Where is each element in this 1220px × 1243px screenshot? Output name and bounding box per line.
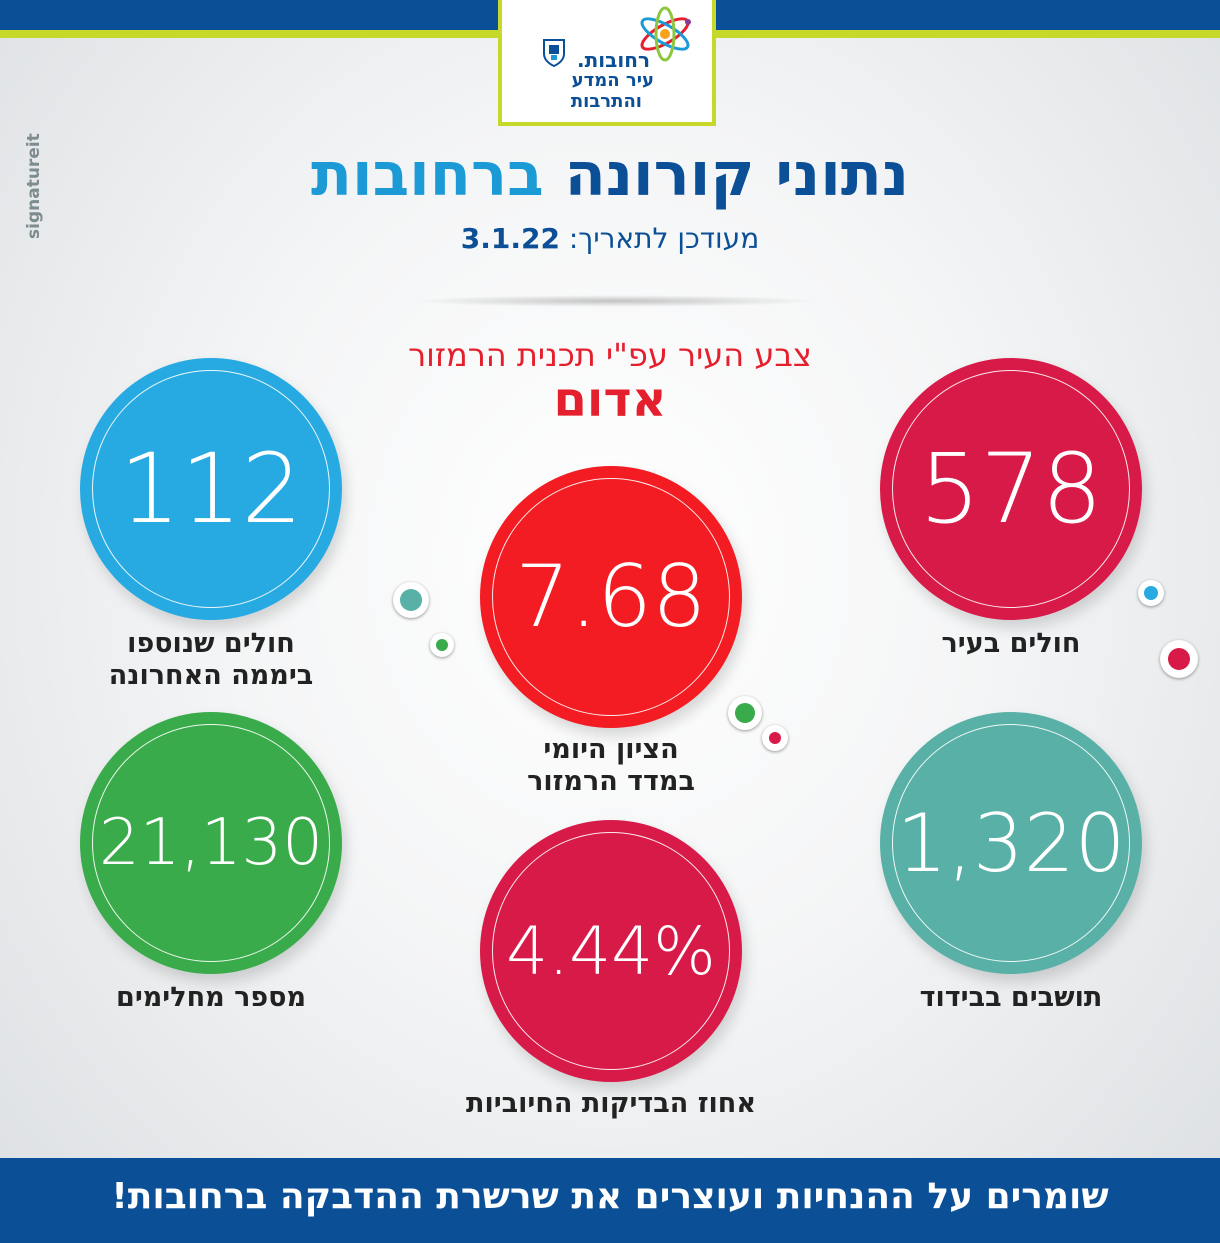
stat-positive-rate-circle: 4.44% [480, 820, 742, 1082]
city-color-label: צבע העיר עפ"י תכנית הרמזור [408, 336, 812, 374]
stat-sick-in-city-label: חולים בעיר [880, 628, 1142, 660]
footer-bar [0, 1158, 1220, 1243]
decor-dot [393, 582, 429, 618]
page-title: נתוני קורונה ברחובות [0, 130, 1220, 220]
stat-positive-rate-label: אחוז הבדיקות החיוביות [420, 1088, 802, 1120]
city-color-value: אדום [553, 372, 667, 428]
decor-dot [1160, 640, 1198, 678]
footer-slogan: שומרים על ההנחיות ועוצרים את שרשרת ההדבק… [111, 1176, 1109, 1217]
title-part-2: ברחובות [310, 140, 544, 210]
logo-tagline-2: והתרבות [570, 91, 642, 112]
stat-isolated-label-1: תושבים בבידוד [919, 982, 1103, 1013]
stat-recovered-value: 21,130 [99, 806, 323, 880]
stat-recovered-circle: 21,130 [80, 712, 342, 974]
decor-dot [1138, 580, 1164, 606]
stat-ring [92, 370, 330, 608]
decor-dot [430, 633, 454, 657]
stat-sick-in-city-circle: 578 [880, 358, 1142, 620]
stat-ring [892, 724, 1130, 962]
city-crest-icon [543, 39, 565, 68]
updated-date: 3.1.22 [460, 222, 560, 255]
stat-traffic-light-value: 7.68 [515, 547, 707, 647]
stat-sick-in-city-label-1: חולים בעיר [941, 628, 1081, 659]
city-logo: רחובות. עיר המדע והתרבות [498, 0, 716, 126]
stat-isolated-label: תושבים בבידוד [870, 982, 1152, 1014]
stat-ring [492, 478, 730, 716]
stat-isolated-circle: 1,320 [880, 712, 1142, 974]
stat-isolated-value: 1,320 [896, 796, 1126, 890]
stat-positive-rate-value: 4.44% [506, 912, 716, 990]
logo-tagline-1: עיר המדע [571, 70, 654, 91]
stat-ring [492, 832, 730, 1070]
stat-traffic-light-label-1: הציון היומי [543, 734, 679, 765]
decor-dot [728, 696, 762, 730]
stat-new-sick-label-1: חולים שנוספו [127, 628, 295, 659]
updated-label: מעודכן לתאריך: [568, 222, 760, 255]
stat-recovered-label: מספר מחלימים [70, 982, 352, 1014]
stat-ring [892, 370, 1130, 608]
title-part-1: נתוני קורונה [564, 140, 910, 210]
stat-recovered-label-1: מספר מחלימים [116, 982, 306, 1013]
stat-traffic-light-label: הציון היומי במדד הרמזור [470, 734, 752, 798]
signature-brand-text: signatureit [24, 133, 44, 239]
atom-logo-icon [640, 6, 691, 62]
stat-new-sick-value: 112 [119, 433, 303, 545]
stat-new-sick-circle: 112 [80, 358, 342, 620]
stat-ring [92, 724, 330, 962]
logo-city-name: רחובות. [577, 48, 650, 72]
stat-new-sick-label: חולים שנוספו ביממה האחרונה [70, 628, 352, 692]
stat-sick-in-city-value: 578 [919, 433, 1103, 545]
signature-brand: signatureit [24, 133, 44, 239]
stat-new-sick-label-2: ביממה האחרונה [108, 660, 314, 691]
decor-dot [762, 725, 788, 751]
stat-traffic-light-label-2: במדד הרמזור [527, 766, 695, 797]
title-divider [410, 295, 820, 307]
stat-positive-rate-label-1: אחוז הבדיקות החיוביות [466, 1088, 756, 1119]
updated-line: מעודכן לתאריך: 3.1.22 [0, 222, 1220, 255]
stat-traffic-light-circle: 7.68 [480, 466, 742, 728]
